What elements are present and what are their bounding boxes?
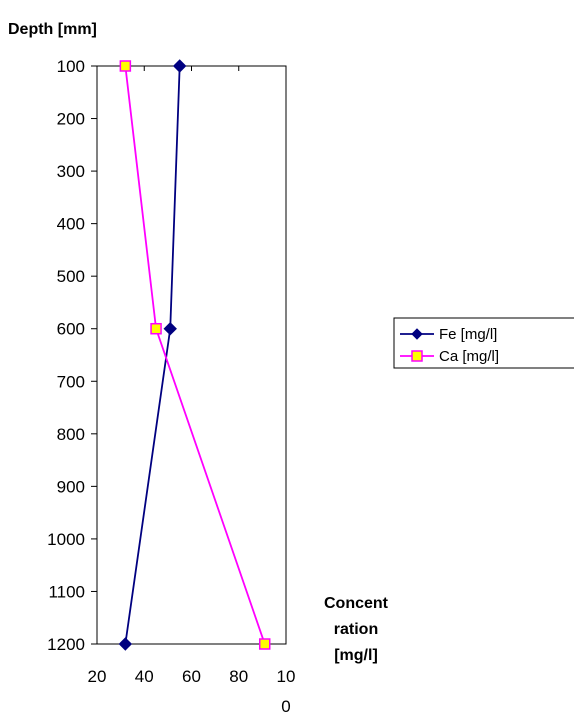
data-point [163,322,177,336]
series-line [124,65,181,645]
legend-marker [411,328,423,340]
y-axis-title: Depth [mm] [8,21,97,38]
data-point [258,638,271,650]
plot-area [91,65,287,645]
series-layer [118,59,271,651]
legend-label: Ca [mg/l] [439,348,499,365]
series-line [124,65,266,645]
y-tick-label: 900 [57,477,85,496]
x-tick-label: 10 [277,667,296,686]
x-tick-label-wrap: 0 [281,697,290,713]
legend-box [393,317,574,369]
y-tick-label: 500 [57,267,85,286]
y-tick-label: 600 [57,320,85,339]
x-axis-title: Concent ration [mg/l] [324,595,389,664]
x-axis-title-line: Concent [324,595,389,612]
x-tick-label: 20 [88,667,107,686]
plot-frame [96,65,287,645]
y-tick-label: 400 [57,215,85,234]
x-tick-label: 40 [135,667,154,686]
x-axis-title-line: [mg/l] [334,647,378,664]
x-axis-title-line: ration [334,621,378,638]
y-tick-label: 700 [57,372,85,391]
data-point [119,60,132,72]
legend: Fe [mg/l] Ca [mg/l] [393,317,574,369]
y-tick-label: 800 [57,425,85,444]
x-tick-labels: 20 40 60 80 100 [88,667,296,713]
y-tick-label: 1100 [48,582,85,601]
x-tick-label: 80 [229,667,248,686]
data-point [118,637,133,651]
data-point [172,59,187,73]
y-tick-label: 100 [57,57,85,76]
y-tick-label: 300 [57,162,85,181]
y-tick-label: 200 [57,110,85,129]
y-tick-label: 1000 [47,530,85,549]
legend-label: Fe [mg/l] [439,326,497,343]
data-point [150,322,162,335]
x-tick-label: 60 [182,667,201,686]
y-tick-label: 1200 [47,635,85,654]
y-tick-labels: 100 200 300 400 500 600 700 800 900 1000 1100 1200 [47,57,85,654]
legend-marker [411,350,423,362]
